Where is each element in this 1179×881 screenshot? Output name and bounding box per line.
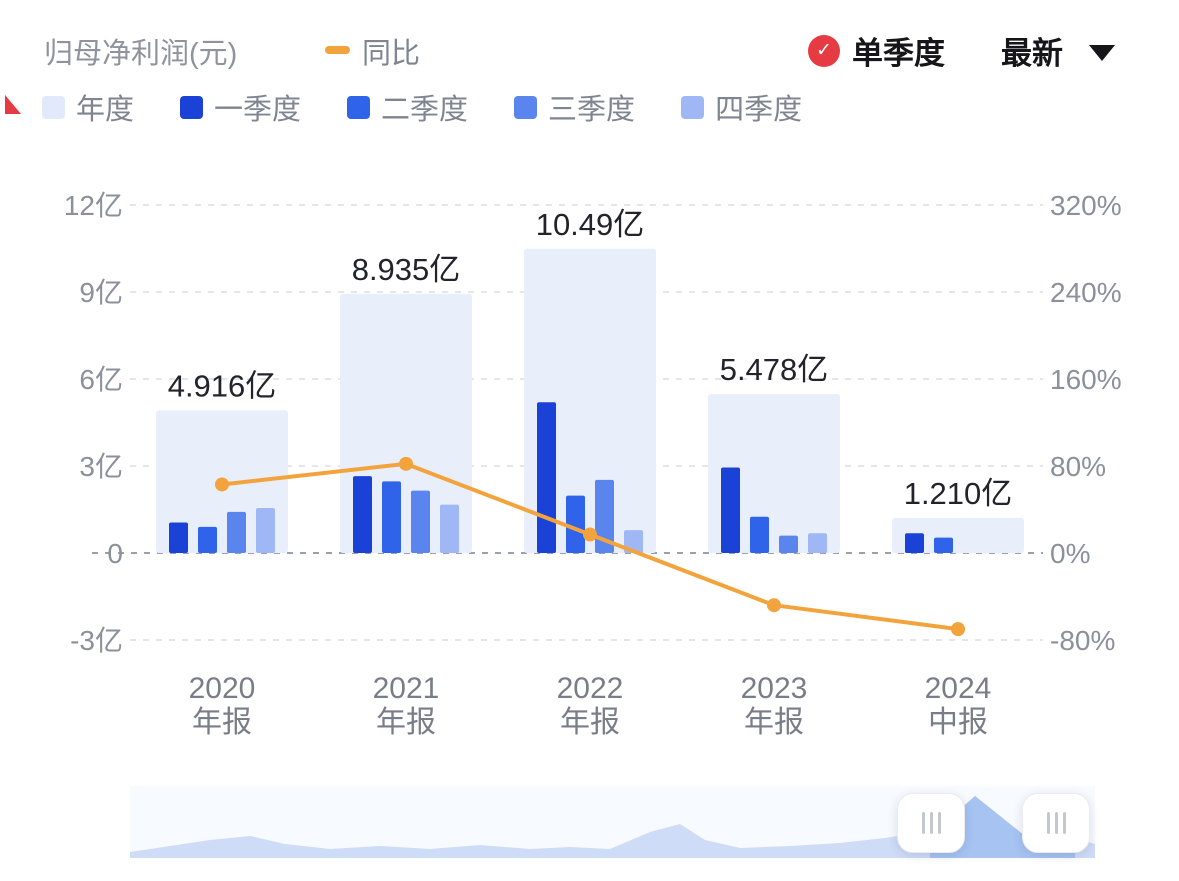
quarter-bar[interactable] — [721, 467, 740, 553]
grip-icon — [921, 812, 925, 834]
quarter-bar[interactable] — [256, 508, 275, 553]
navigator-left-handle[interactable] — [897, 793, 965, 853]
q2-swatch-icon — [347, 95, 371, 119]
single-quarter-label: 单季度 — [852, 36, 945, 71]
left-axis-tick: 3亿 — [79, 451, 123, 482]
legend-item-q4[interactable]: 四季度 — [681, 86, 802, 128]
left-axis-tick: 0 — [107, 538, 123, 569]
q3-swatch-icon — [514, 95, 538, 119]
yoy-point[interactable] — [215, 477, 229, 492]
annual-swatch-icon — [42, 95, 65, 119]
annual-bar-label: 8.935亿 — [352, 252, 461, 287]
annual-bar-label: 4.916亿 — [168, 368, 277, 403]
annual-bar[interactable] — [708, 394, 840, 553]
check-circle-icon: ✓ — [808, 34, 840, 67]
annual-bar[interactable] — [524, 248, 656, 554]
q1-swatch-icon — [180, 95, 204, 119]
single-quarter-toggle[interactable]: ✓ 单季度 — [808, 28, 945, 73]
annual-bar[interactable] — [892, 517, 1024, 553]
quarter-bar[interactable] — [198, 526, 217, 553]
grip-icon — [1054, 812, 1058, 834]
yoy-point[interactable] — [951, 622, 965, 637]
x-axis-label-year: 2020 — [189, 672, 256, 705]
right-axis-tick: 0% — [1050, 538, 1090, 569]
quarter-bar[interactable] — [750, 516, 769, 553]
latest-dropdown[interactable]: 最新 — [1001, 28, 1115, 73]
annual-bar[interactable] — [340, 293, 472, 553]
navigator-svg[interactable] — [0, 786, 1179, 861]
quarter-bar[interactable] — [779, 535, 798, 553]
quarter-bar[interactable] — [440, 504, 459, 553]
right-axis-tick: 320% — [1050, 190, 1122, 221]
yoy-point[interactable] — [767, 598, 781, 613]
left-axis-tick: 9亿 — [79, 277, 123, 308]
x-axis-label-period: 年报 — [376, 706, 436, 739]
legend-item-q1[interactable]: 一季度 — [180, 86, 301, 128]
profit-chart-svg: 12亿 320% 9亿 240% 6亿 160% 3亿 80% 0 0% -3亿 -80% 4.916亿… — [64, 190, 1122, 739]
navigator-right-handle[interactable] — [1022, 793, 1090, 853]
grip-icon — [1046, 812, 1050, 834]
x-axis-label-period: 年报 — [744, 706, 804, 739]
quarter-bar[interactable] — [227, 511, 246, 553]
yoy-point[interactable] — [399, 456, 413, 471]
quarter-bar[interactable] — [808, 533, 827, 553]
right-axis-tick: 160% — [1050, 364, 1122, 395]
yoy-point[interactable] — [583, 527, 597, 542]
yoy-line-swatch-icon — [325, 46, 350, 54]
chevron-down-icon — [1089, 44, 1115, 61]
x-axis-label-year: 2021 — [373, 672, 440, 705]
annual-bar-label: 10.49亿 — [536, 207, 645, 242]
q4-swatch-icon — [681, 95, 705, 119]
left-axis-tick: 12亿 — [64, 190, 123, 221]
x-axis-label-year: 2024 — [925, 672, 992, 705]
quarter-bar[interactable] — [411, 490, 430, 553]
right-axis-tick: 80% — [1050, 451, 1106, 482]
grip-icon — [929, 812, 933, 834]
x-axis-label-year: 2023 — [741, 672, 808, 705]
grip-icon — [937, 812, 941, 834]
x-axis-label-year: 2022 — [557, 672, 624, 705]
quarter-bar[interactable] — [595, 479, 614, 553]
latest-label: 最新 — [1001, 36, 1063, 71]
navigator-area — [130, 796, 1095, 858]
left-axis-tick: 6亿 — [79, 364, 123, 395]
legend-item-annual[interactable]: 年度 — [42, 86, 134, 128]
quarter-bar[interactable] — [934, 537, 953, 553]
chart-title: 归母净利润(元) — [44, 38, 238, 70]
x-axis-label-period: 年报 — [560, 706, 620, 739]
right-axis-tick: -80% — [1050, 625, 1115, 656]
x-axis-label-period: 年报 — [192, 706, 252, 739]
grip-icon — [1062, 812, 1066, 834]
quarter-bar[interactable] — [382, 481, 401, 553]
quarter-bar[interactable] — [905, 533, 924, 553]
annual-bar-label: 5.478亿 — [720, 352, 829, 387]
series-legend: 年度 一季度 二季度 三季度 四季度 — [42, 86, 802, 128]
quarter-bar[interactable] — [537, 402, 556, 553]
x-axis-label-period: 中报 — [928, 706, 988, 739]
quarter-bar[interactable] — [169, 522, 188, 553]
right-axis-tick: 240% — [1050, 277, 1122, 308]
quarter-bar[interactable] — [566, 495, 585, 553]
annual-bar-label: 1.210亿 — [904, 476, 1013, 511]
left-axis-tick: -3亿 — [70, 625, 123, 656]
quarter-bar[interactable] — [353, 476, 372, 553]
yoy-line-legend-label: 同比 — [362, 38, 421, 70]
legend-item-q2[interactable]: 二季度 — [347, 86, 468, 128]
legend-item-q3[interactable]: 三季度 — [514, 86, 635, 128]
